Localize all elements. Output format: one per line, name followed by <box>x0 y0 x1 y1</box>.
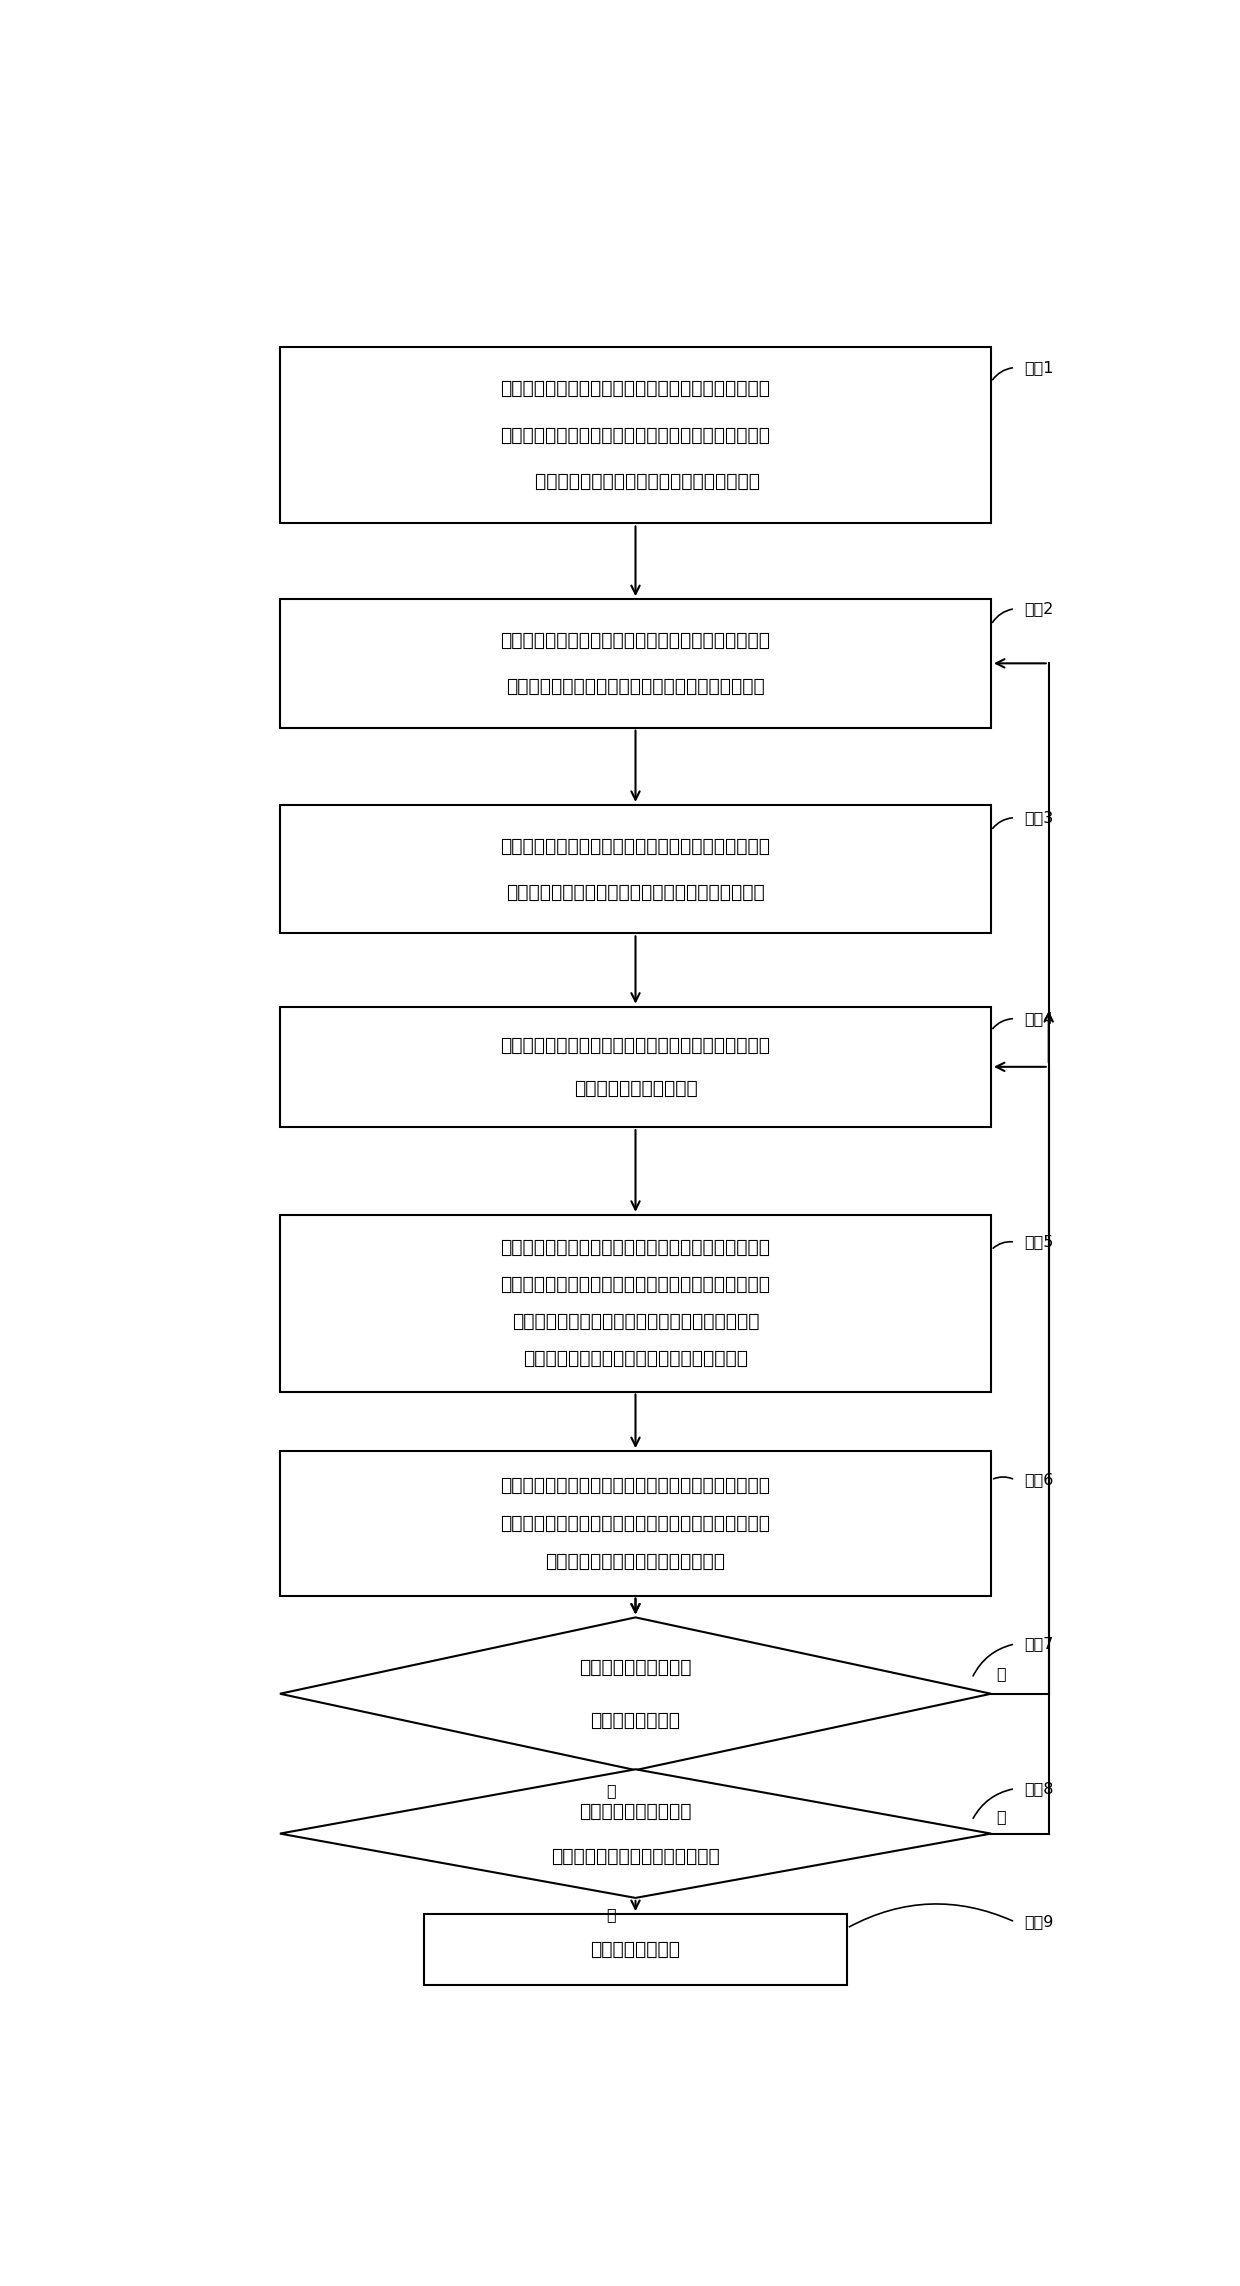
Text: 是: 是 <box>606 1907 616 1923</box>
Text: 记录的所有产品是否全部被挑选？: 记录的所有产品是否全部被挑选？ <box>551 1847 720 1865</box>
Polygon shape <box>280 1769 991 1897</box>
Polygon shape <box>280 1618 991 1769</box>
Text: 从产品故障模式信息数据表中获取目标产品的第一故障: 从产品故障模式信息数据表中获取目标产品的第一故障 <box>501 837 770 855</box>
Text: 步骤3: 步骤3 <box>1024 809 1054 825</box>
Text: 是否全部被挑选？: 是否全部被挑选？ <box>590 1710 681 1731</box>
Text: 故障树信息数据表记录所述故障原因: 故障树信息数据表记录所述故障原因 <box>546 1552 725 1570</box>
Text: 步骤9: 步骤9 <box>1024 1913 1054 1929</box>
Text: 筛选出引发目标顶事件的故障模式作为底事件: 筛选出引发目标顶事件的故障模式作为底事件 <box>523 1349 748 1367</box>
Text: 品的第二故障模式和同层产品的第三故障模式，并: 品的第二故障模式和同层产品的第三故障模式，并 <box>512 1312 759 1330</box>
Text: 步骤8: 步骤8 <box>1024 1781 1054 1797</box>
Bar <box>280 1214 991 1392</box>
Text: 步骤2: 步骤2 <box>1024 601 1054 617</box>
Bar <box>280 599 991 727</box>
Text: 一层产品，从产品故障模式信息数据表中获取下一层产: 一层产品，从产品故障模式信息数据表中获取下一层产 <box>501 1276 770 1294</box>
Text: 按照层次记录的自上而下顺序，从产品基本信息数据表: 按照层次记录的自上而下顺序，从产品基本信息数据表 <box>501 631 770 649</box>
Text: 步骤4: 步骤4 <box>1024 1010 1054 1026</box>
Text: 模式，然后分别将每个第一故障模式作为一个顶事件: 模式，然后分别将每个第一故障模式作为一个顶事件 <box>506 882 765 901</box>
Text: 否: 否 <box>996 1808 1006 1824</box>
Text: 从产品构成信息数据表中查询目标产品的同层产品和下: 从产品构成信息数据表中查询目标产品的同层产品和下 <box>501 1239 770 1257</box>
Bar <box>280 1452 991 1596</box>
Text: 从目标产品的所有顶事件中挑选出一个目标顶事件，且: 从目标产品的所有顶事件中挑选出一个目标顶事件，且 <box>501 1036 770 1054</box>
Text: 是: 是 <box>606 1783 616 1799</box>
Text: 模式信息数据表及产品分层故障树信息数据表: 模式信息数据表及产品分层故障树信息数据表 <box>511 473 760 491</box>
Text: 结束故障树的创建: 结束故障树的创建 <box>590 1941 681 1959</box>
Text: 建立产品信息关系数据库，且产品信息关系数据库包括: 建立产品信息关系数据库，且产品信息关系数据库包括 <box>501 379 770 398</box>
Text: 步骤7: 步骤7 <box>1024 1637 1054 1650</box>
Bar <box>280 805 991 933</box>
Bar <box>280 347 991 523</box>
Text: 否: 否 <box>996 1666 1006 1680</box>
Text: 中挑选出一个目标产品，且该目标产品尚未被挑选过: 中挑选出一个目标产品，且该目标产品尚未被挑选过 <box>506 677 765 695</box>
Text: 产品基本信息数据表、产品构成信息数据表、产品故障: 产品基本信息数据表、产品构成信息数据表、产品故障 <box>501 425 770 443</box>
Text: 该目标顶事件未被挑选过: 该目标顶事件未被挑选过 <box>574 1079 697 1097</box>
Text: 步骤1: 步骤1 <box>1024 361 1054 375</box>
Text: 步骤5: 步骤5 <box>1024 1234 1054 1250</box>
Bar <box>424 1913 847 1984</box>
Text: 产品基本信息数据表中: 产品基本信息数据表中 <box>579 1801 692 1820</box>
Text: 目标产品的所有顶事件: 目标产品的所有顶事件 <box>579 1657 692 1676</box>
Text: 将目标顶事件的所有底事件通过运算符进行关联，将关: 将目标顶事件的所有底事件通过运算符进行关联，将关 <box>501 1477 770 1495</box>
Text: 步骤6: 步骤6 <box>1024 1472 1054 1488</box>
Bar <box>280 1006 991 1127</box>
Text: 联后形成的字符串作为故障原因，再通过所述产品分层: 联后形成的字符串作为故障原因，再通过所述产品分层 <box>501 1513 770 1534</box>
